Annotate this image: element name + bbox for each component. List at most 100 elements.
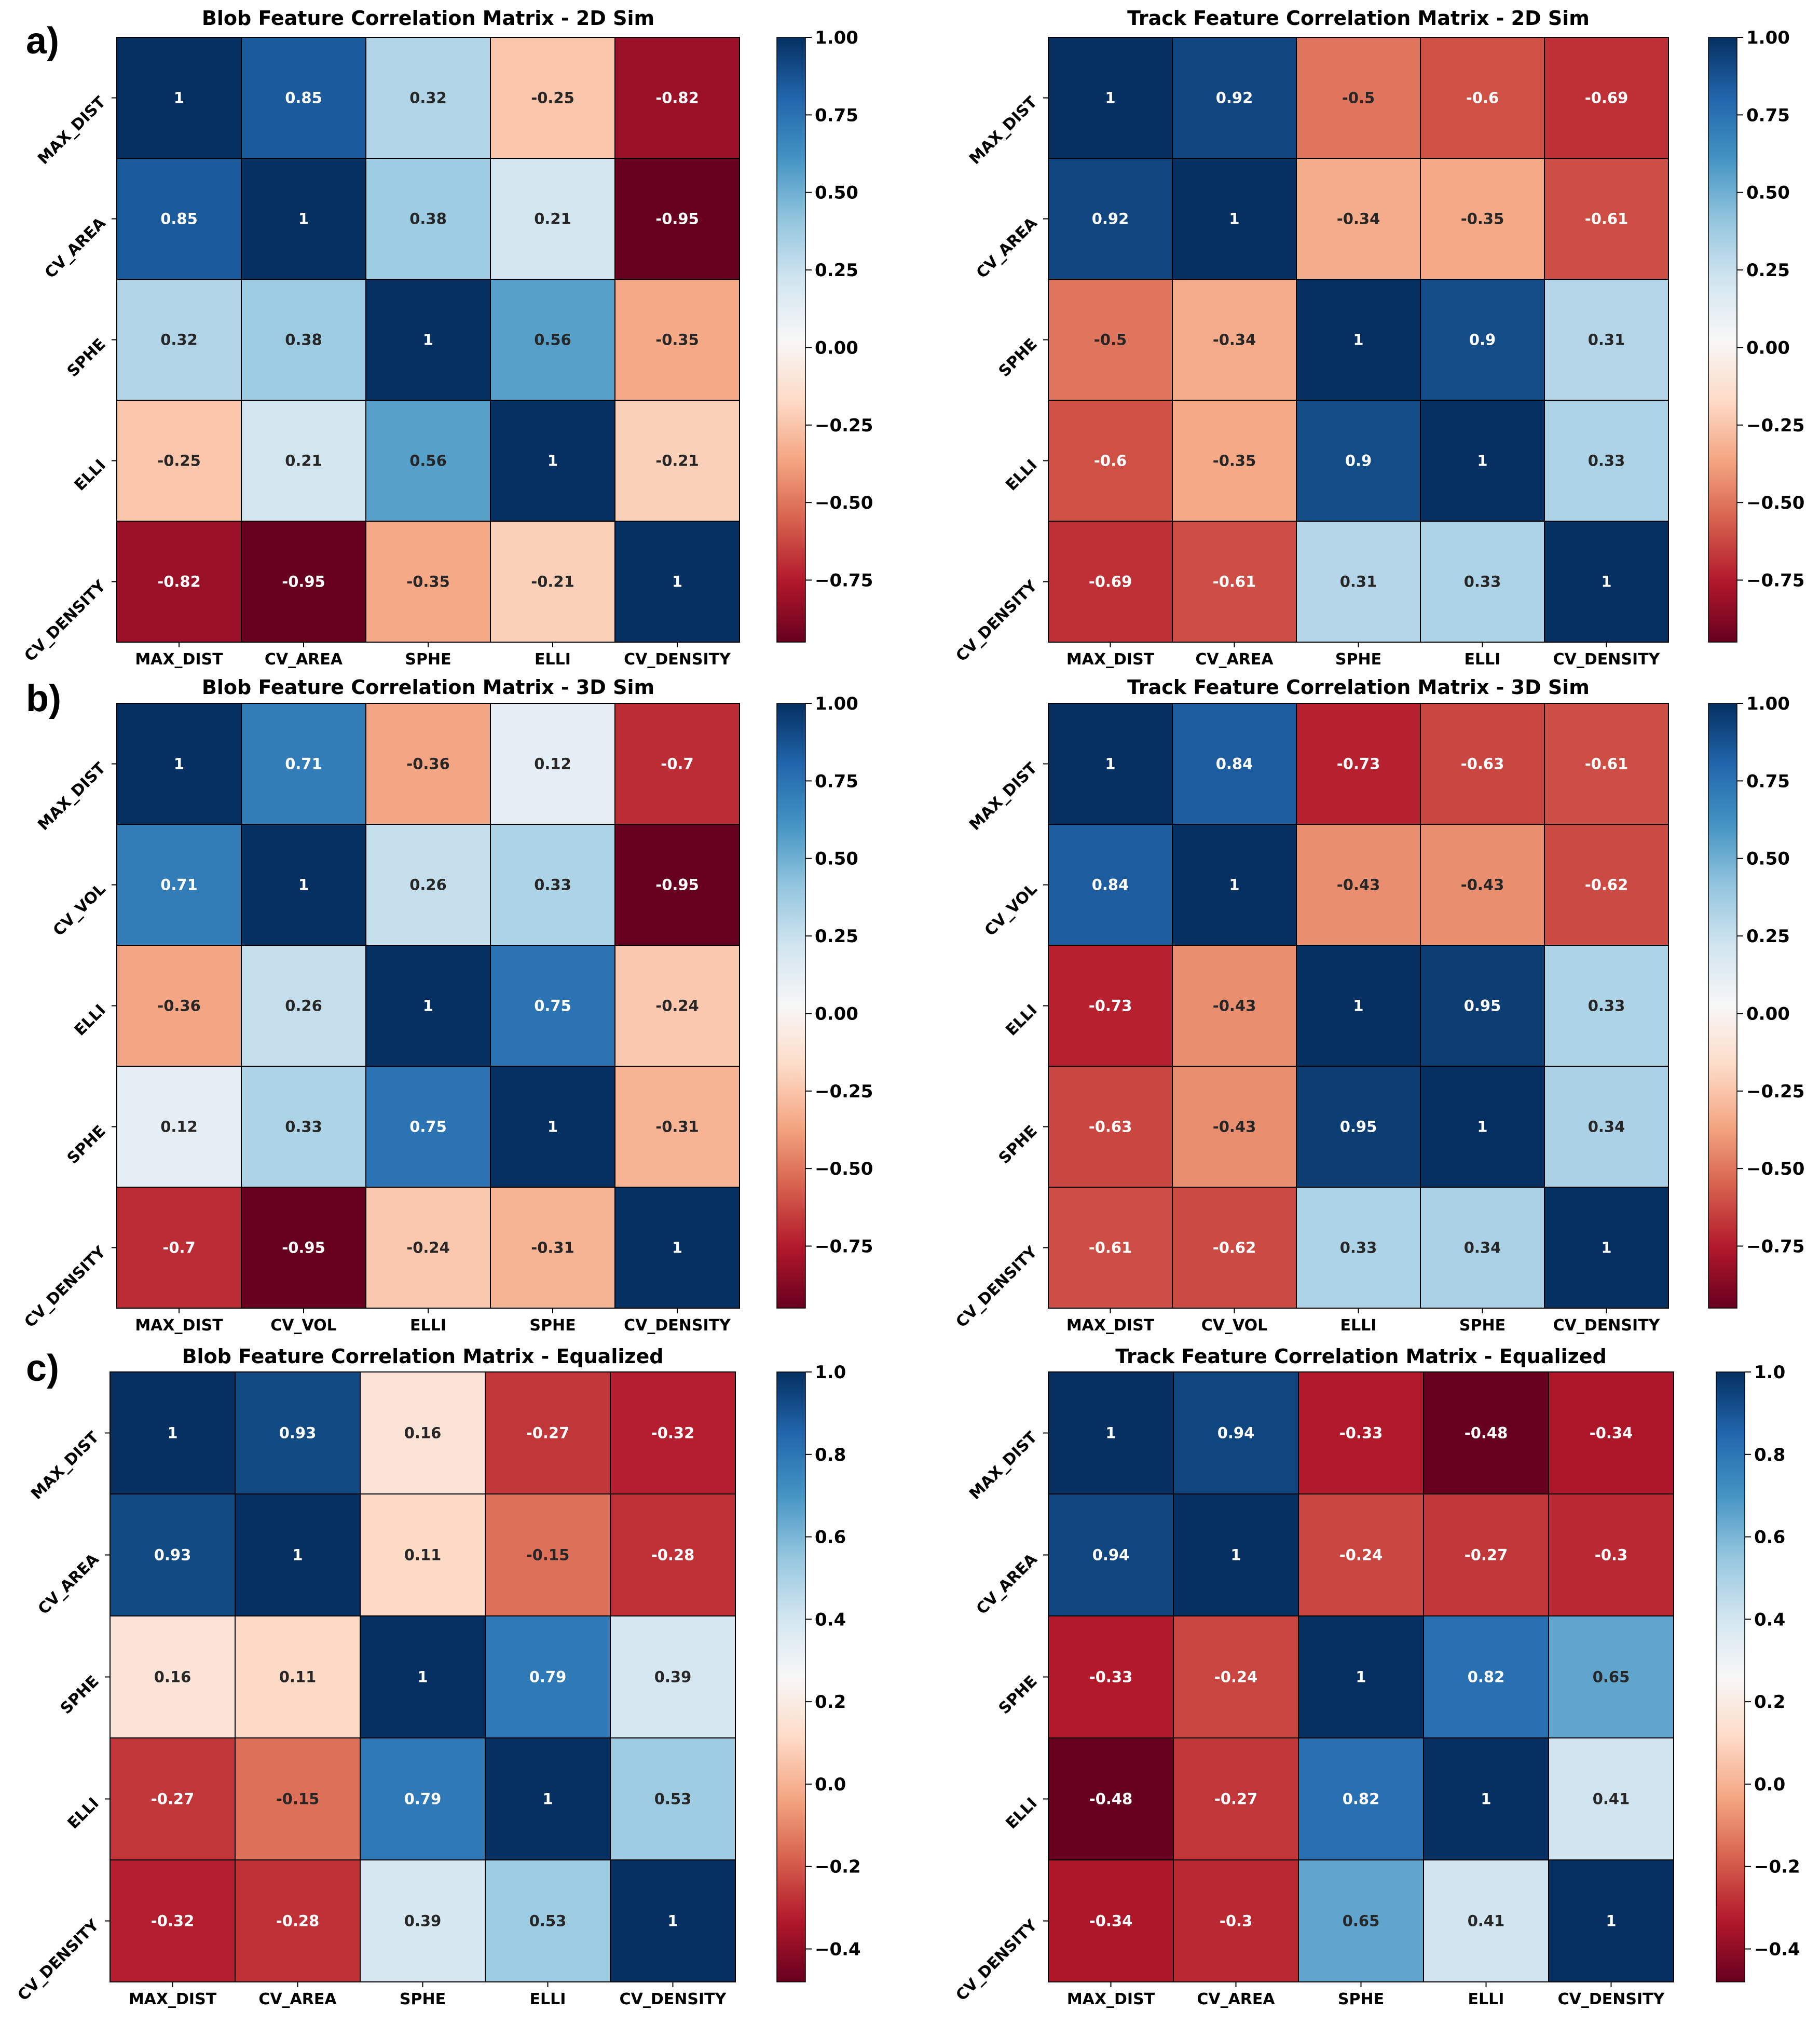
colorbar (1716, 1371, 1745, 1982)
cell-value-label: 0.33 (1340, 1239, 1377, 1257)
heatmap-cell (1048, 1859, 1174, 1982)
heatmap-cell (1296, 1187, 1421, 1309)
cell-value-label: -0.27 (1214, 1790, 1258, 1808)
x-tick-label: CV_AREA (1195, 650, 1274, 669)
cell-value-label: -0.35 (1461, 210, 1504, 228)
heatmap-cell (614, 1066, 740, 1188)
x-tick-label: ELLI (410, 1316, 446, 1335)
heatmap-cell (365, 1066, 491, 1188)
y-tick-label: MAX_DIST (34, 93, 110, 168)
heatmap-cell (485, 1737, 611, 1860)
y-tick-label: CV_AREA (973, 214, 1042, 282)
colorbar-tick-label: 0.4 (1754, 1609, 1785, 1630)
cell-value-label: 1 (167, 1424, 177, 1442)
colorbar-tick-label: 0.00 (1746, 1003, 1790, 1024)
cell-value-label: -0.5 (1342, 89, 1375, 107)
colorbar-tick-label: 1.0 (815, 1362, 846, 1383)
colorbar-tick-label: 0.25 (1746, 926, 1790, 947)
heatmap-cell (1423, 1371, 1549, 1494)
colorbar-tick-label: −0.50 (1746, 493, 1804, 513)
cell-value-label: -0.61 (1089, 1239, 1132, 1257)
panel-label-b: b) (26, 678, 61, 719)
colorbar-tick-label: −0.50 (1746, 1159, 1804, 1179)
heatmap-cell (241, 400, 366, 522)
heatmap-cell (1048, 1371, 1174, 1494)
cell-value-label: 0.56 (409, 452, 447, 470)
heatmap-cell (1173, 1737, 1299, 1860)
chart-title: Blob Feature Correlation Matrix - 3D Sim (202, 676, 654, 699)
cell-value-label: -0.61 (1213, 573, 1256, 591)
heatmap-cell (1172, 279, 1297, 401)
cell-value-label: -0.27 (1465, 1546, 1508, 1564)
cell-value-label: -0.21 (655, 452, 699, 470)
heatmap-cell (1296, 279, 1421, 401)
cell-value-label: -0.24 (1339, 1546, 1383, 1564)
heatmap-cell (1173, 1371, 1299, 1494)
heatmap-cell (1420, 400, 1545, 522)
x-tick-label: MAX_DIST (135, 1316, 223, 1335)
cell-value-label: 0.41 (1468, 1912, 1505, 1930)
cell-value-label: 1 (298, 210, 309, 228)
colorbar (776, 1371, 806, 1982)
cell-value-label: 1 (1606, 1912, 1616, 1930)
cell-value-label: -0.32 (651, 1424, 695, 1442)
cell-value-label: 0.92 (1092, 210, 1129, 228)
cell-value-label: -0.35 (655, 331, 699, 349)
heatmap-cell (1173, 1859, 1299, 1982)
cell-value-label: -0.34 (1590, 1424, 1633, 1442)
heatmap-cell (365, 824, 491, 946)
heatmap-cell (1420, 158, 1545, 280)
heatmap-cell (614, 521, 740, 643)
y-tick-label: CV_AREA (35, 1550, 103, 1619)
cell-value-label: 0.21 (285, 452, 322, 470)
heatmap-cell (1544, 279, 1669, 401)
heatmap-cell (241, 37, 366, 159)
colorbar-tick-label: 0.0 (815, 1774, 846, 1795)
colorbar-tick-label: −0.4 (1754, 1939, 1800, 1960)
cell-value-label: -0.33 (1339, 1424, 1383, 1442)
cell-value-label: -0.36 (406, 755, 450, 773)
cell-value-label: 1 (1356, 1668, 1366, 1686)
heatmap-cell (110, 1493, 236, 1616)
cell-value-label: 0.34 (1464, 1239, 1501, 1257)
cell-value-label: 0.95 (1340, 1118, 1377, 1136)
y-tick-label: SPHE (995, 1672, 1041, 1718)
y-tick-label: SPHE (995, 1122, 1041, 1167)
colorbar-tick-label: 0.00 (815, 1003, 858, 1024)
x-tick-label: CV_DENSITY (1558, 1990, 1665, 2008)
colorbar-tick-label: −0.75 (815, 1236, 873, 1257)
cell-value-label: 0.11 (279, 1668, 317, 1686)
cell-value-label: 0.93 (279, 1424, 317, 1442)
cell-value-label: -0.24 (655, 997, 699, 1015)
cell-value-label: 1 (1477, 1118, 1487, 1136)
heatmap-cell (360, 1371, 486, 1494)
cell-value-label: -0.43 (1213, 1118, 1256, 1136)
x-tick-label: MAX_DIST (129, 1990, 217, 2008)
cell-value-label: -0.33 (1089, 1668, 1133, 1686)
colorbar-tick-label: −0.25 (1746, 415, 1804, 436)
cell-value-label: -0.31 (531, 1239, 574, 1257)
colorbar-tick-label: −0.25 (815, 1081, 873, 1102)
cell-value-label: -0.48 (1089, 1790, 1133, 1808)
cell-value-label: -0.21 (531, 573, 574, 591)
heatmap-cell (1420, 1066, 1545, 1188)
colorbar-tick-label: 0.2 (1754, 1692, 1785, 1713)
cell-value-label: 1 (423, 331, 433, 349)
cell-value-label: 0.38 (285, 331, 322, 349)
cell-value-label: -0.5 (1094, 331, 1127, 349)
heatmap-cell (365, 400, 491, 522)
heatmap-cell (490, 37, 615, 159)
heatmap-cell (490, 945, 615, 1067)
x-tick-label: SPHE (400, 1990, 446, 2008)
cell-value-label: 0.9 (1345, 452, 1372, 470)
x-tick-label: MAX_DIST (1066, 650, 1155, 669)
heatmap-cell (1544, 1187, 1669, 1309)
y-tick-label: CV_VOL (981, 880, 1041, 940)
cell-value-label: 1 (1229, 876, 1239, 894)
x-tick-label: MAX_DIST (135, 650, 223, 669)
x-tick-label: SPHE (1335, 650, 1381, 669)
heatmap-panel: Track Feature Correlation Matrix - 2D Si… (952, 7, 1804, 669)
cell-value-label: 0.41 (1593, 1790, 1630, 1808)
colorbar-tick-label: 0.75 (1746, 771, 1790, 792)
colorbar-tick-label: 0.6 (815, 1527, 846, 1548)
